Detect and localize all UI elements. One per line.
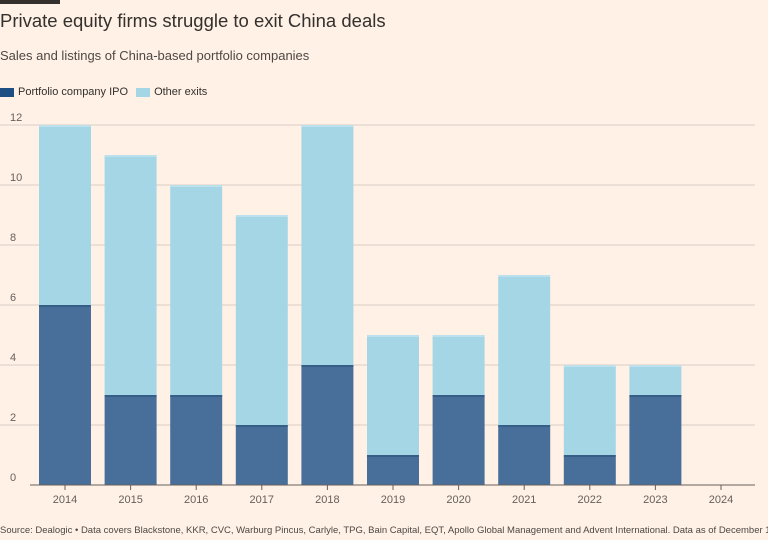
bar-ipo: [629, 395, 682, 485]
x-tick-label: 2014: [53, 494, 77, 506]
bar-other-exits: [104, 155, 157, 395]
y-tick-label: 10: [10, 172, 22, 184]
x-tick-label: 2019: [381, 494, 405, 506]
y-tick-label: 8: [10, 232, 16, 244]
bar-other-exits: [235, 215, 288, 425]
x-tick-label: 2021: [512, 494, 536, 506]
bar-ipo: [498, 425, 551, 485]
bar-ipo: [170, 395, 223, 485]
x-tick-label: 2022: [578, 494, 602, 506]
x-tick-label: 2015: [118, 494, 142, 506]
legend-item-ipo: Portfolio company IPO: [0, 86, 128, 98]
bar-ipo: [432, 395, 485, 485]
bar-ipo: [301, 365, 354, 485]
y-tick-label: 12: [10, 112, 22, 124]
bar-ipo: [104, 395, 157, 485]
y-tick-label: 0: [10, 472, 16, 484]
bar-other-exits: [629, 365, 682, 395]
header-accent-bar: [0, 0, 60, 4]
legend-swatch-ipo: [0, 87, 14, 97]
x-tick-label: 2018: [315, 494, 339, 506]
x-tick-label: 2023: [643, 494, 667, 506]
bar-other-exits: [498, 275, 551, 425]
x-tick-label: 2016: [184, 494, 208, 506]
bar-ipo: [39, 305, 91, 485]
chart-subtitle: Sales and listings of China-based portfo…: [0, 48, 310, 63]
legend-label-other: Other exits: [154, 86, 208, 98]
bar-other-exits: [367, 335, 419, 455]
x-tick-label: 2020: [446, 494, 470, 506]
bar-ipo: [367, 455, 419, 485]
legend-swatch-other: [136, 87, 151, 97]
x-tick-label: 2024: [709, 494, 733, 506]
bar-ipo: [563, 455, 616, 485]
bar-other-exits: [432, 335, 485, 395]
bar-other-exits: [170, 185, 223, 395]
y-tick-label: 2: [10, 412, 16, 424]
bar-other-exits: [563, 365, 616, 455]
bar-other-exits: [39, 125, 91, 305]
legend-label-ipo: Portfolio company IPO: [18, 86, 129, 98]
bar-other-exits: [301, 125, 354, 365]
source-note: Source: Dealogic • Data covers Blackston…: [0, 525, 768, 536]
y-tick-label: 4: [10, 352, 16, 364]
y-tick-label: 6: [10, 292, 16, 304]
chart-title: Private equity firms struggle to exit Ch…: [0, 10, 386, 31]
x-tick-label: 2017: [250, 494, 274, 506]
legend: Portfolio company IPO Other exits: [0, 86, 215, 98]
legend-item-other: Other exits: [136, 86, 207, 98]
bar-ipo: [235, 425, 288, 485]
